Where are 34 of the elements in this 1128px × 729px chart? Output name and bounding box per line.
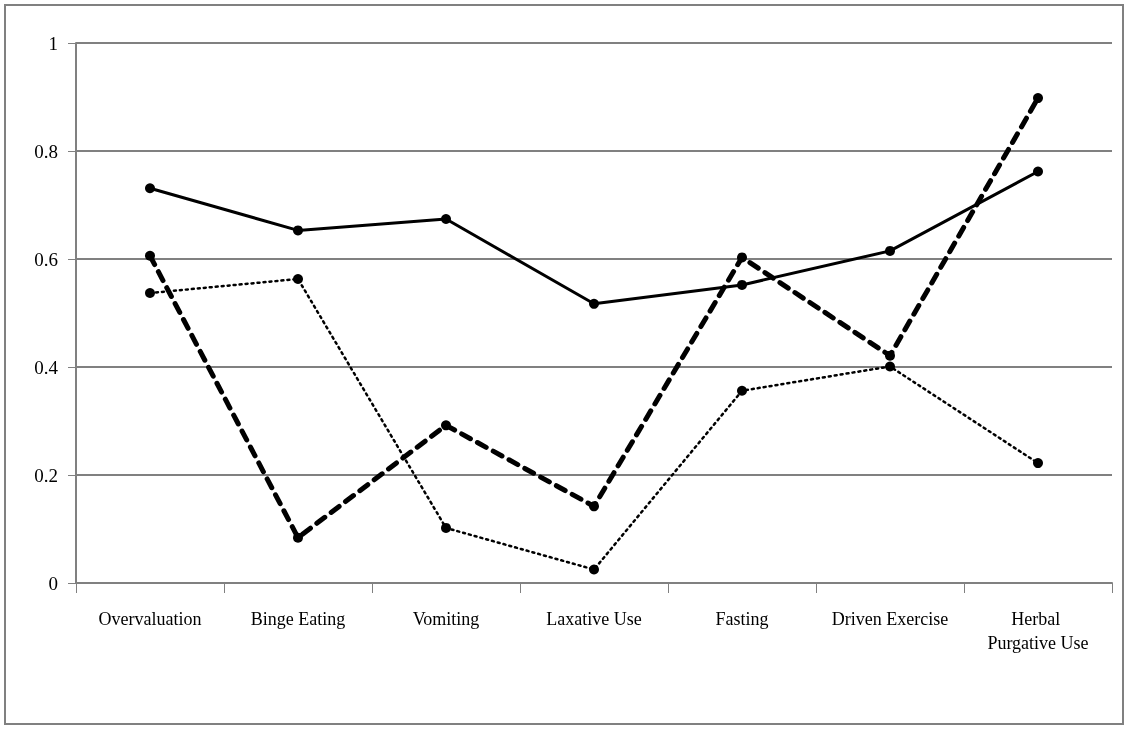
point — [293, 225, 303, 236]
y-tick-label: 0.2 — [34, 464, 58, 486]
point — [441, 420, 451, 431]
x-tick-label: Herbal Purgative Use — [987, 609, 1089, 653]
x-tick-label: Laxative Use — [546, 609, 642, 629]
point — [589, 501, 599, 512]
point — [589, 564, 599, 575]
point — [293, 273, 303, 284]
point — [885, 361, 895, 372]
point — [589, 298, 599, 309]
point — [145, 288, 155, 299]
y-tick-label: 0.6 — [34, 248, 58, 270]
point — [885, 350, 895, 361]
point — [737, 385, 747, 396]
point — [293, 532, 303, 543]
x-tick-label: Driven Exercise — [831, 609, 949, 629]
point — [1033, 166, 1043, 177]
point — [737, 252, 747, 263]
point — [441, 522, 451, 533]
point — [1033, 458, 1043, 469]
point — [737, 279, 747, 290]
x-tick-label: Binge Eating — [250, 609, 346, 629]
x-tick-label: Vomiting — [412, 609, 480, 629]
point — [441, 214, 451, 225]
x-tick-label: Fasting — [715, 609, 769, 629]
point — [885, 245, 895, 256]
point — [145, 250, 155, 261]
y-tick-label: 0 — [48, 572, 58, 594]
point — [145, 183, 155, 194]
point — [1033, 93, 1043, 104]
x-tick-label: Overvaluation — [98, 609, 202, 629]
y-tick-label: 0.8 — [34, 140, 58, 162]
y-tick-label: 1 — [48, 32, 58, 54]
y-tick-label: 0.4 — [34, 356, 59, 378]
